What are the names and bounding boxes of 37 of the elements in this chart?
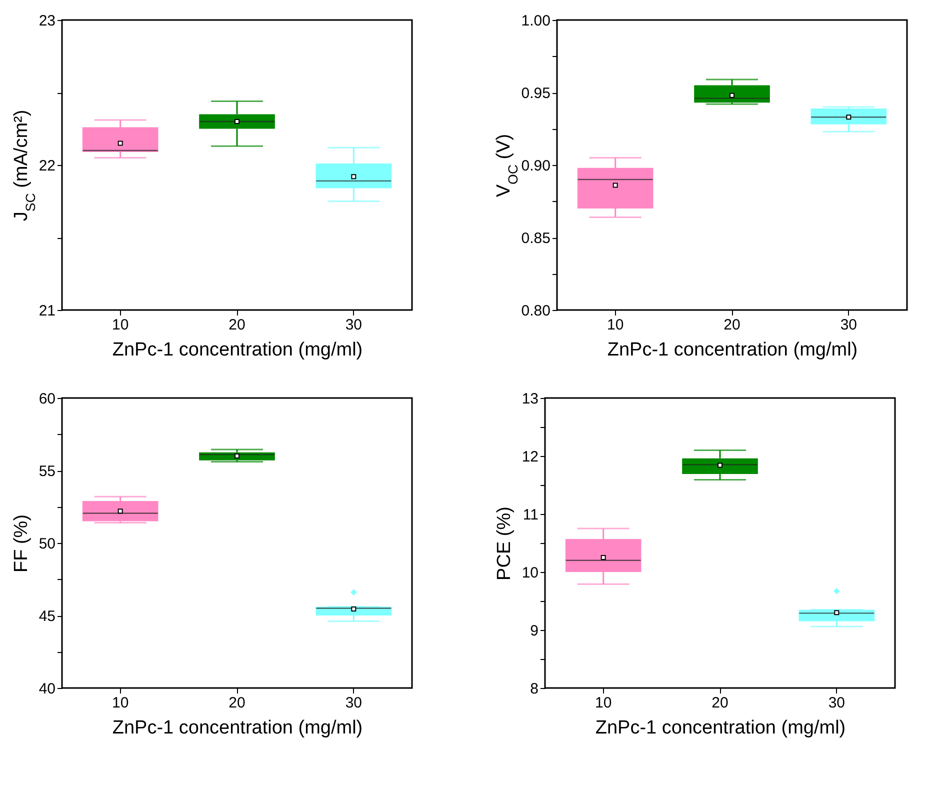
y-tick-label: 55 xyxy=(38,463,56,480)
y-axis-title: FF (%) xyxy=(10,514,32,573)
y-tick-label: 22 xyxy=(38,158,56,174)
y-tick-label: 1.00 xyxy=(521,12,550,30)
y-tick-label: 0.85 xyxy=(521,230,550,247)
x-tick-label: 30 xyxy=(828,694,846,712)
y-tick-label: 60 xyxy=(38,390,56,408)
y-tick-label: 12 xyxy=(522,448,538,466)
y-tick-label: 11 xyxy=(522,506,538,524)
x-tick-label: 10 xyxy=(112,694,129,712)
x-tick-label: 10 xyxy=(112,316,129,334)
x-tick-label: 30 xyxy=(345,316,362,334)
y-tick-label: 50 xyxy=(38,536,56,552)
x-tick-label: 30 xyxy=(840,316,858,334)
y-tick-label: 8 xyxy=(530,680,538,698)
x-tick-label: 20 xyxy=(712,694,728,712)
x-tick-label: 30 xyxy=(345,694,362,712)
x-tick-label: 20 xyxy=(228,316,246,334)
x-tick-label: 20 xyxy=(724,316,740,334)
x-axis-title: ZnPc-1 concentration (mg/ml) xyxy=(112,340,363,360)
y-tick-label: 40 xyxy=(38,680,56,698)
y-tick-label: 0.90 xyxy=(521,158,550,174)
x-tick-label: 10 xyxy=(594,694,612,712)
x-axis-title: ZnPc-1 concentration (mg/ml) xyxy=(112,718,363,738)
y-tick-label: 13 xyxy=(522,390,538,408)
y-tick-label: 21 xyxy=(38,302,56,320)
y-tick-label: 0.80 xyxy=(521,302,550,320)
x-tick-label: 10 xyxy=(606,316,624,334)
x-axis-title: ZnPc-1 concentration (mg/ml) xyxy=(595,718,846,738)
y-tick-label: 45 xyxy=(38,608,56,625)
y-tick-label: 9 xyxy=(530,622,538,640)
x-axis-title: ZnPc-1 concentration (mg/ml) xyxy=(607,340,858,360)
x-tick-label: 20 xyxy=(228,694,246,712)
y-tick-label: 10 xyxy=(522,564,538,582)
y-tick-label: 23 xyxy=(38,12,56,30)
y-axis-title: PCE (%) xyxy=(494,506,515,580)
y-tick-label: 0.95 xyxy=(521,85,550,102)
